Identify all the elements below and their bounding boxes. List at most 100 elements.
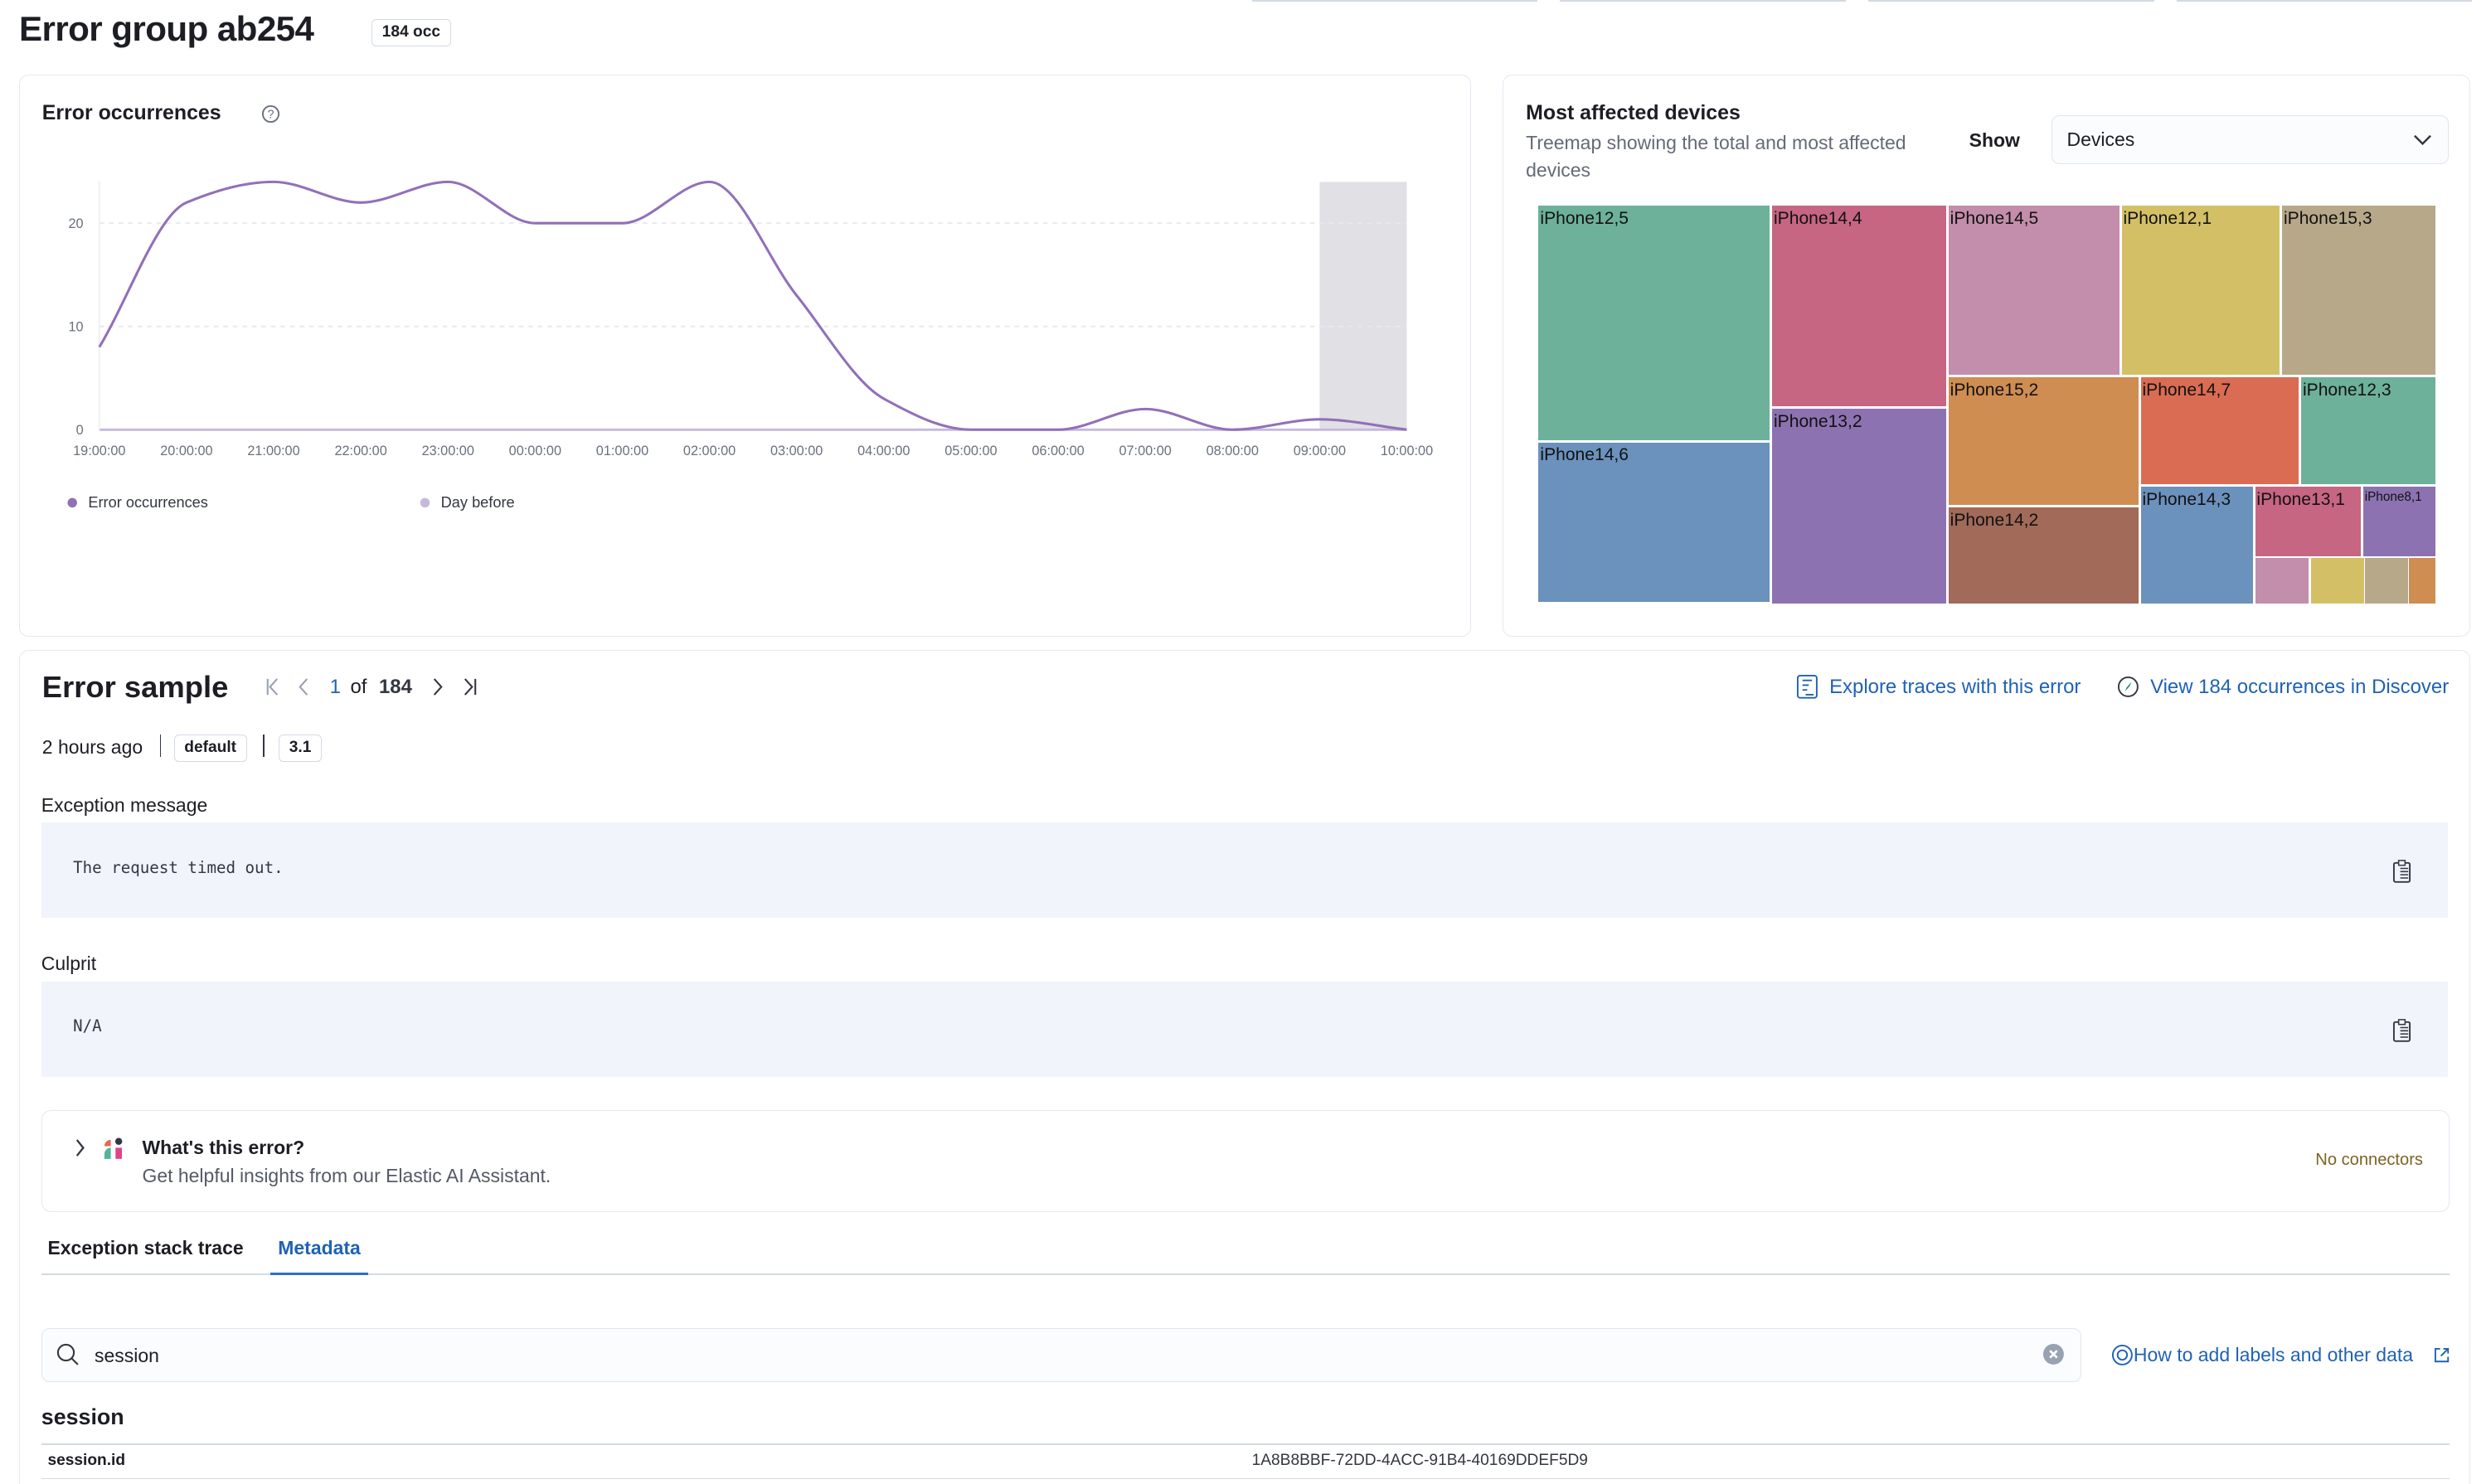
panel-title: Most affected devices (1526, 100, 1741, 124)
treemap-cell[interactable] (2310, 558, 2365, 604)
metadata-section-title: session (41, 1404, 124, 1429)
panel-subtitle: Treemap showing the total and most affec… (1526, 132, 1906, 181)
svg-text:?: ? (268, 108, 274, 121)
tab-metadata[interactable]: Metadata (269, 1237, 369, 1276)
treemap-cell[interactable]: iPhone13,2 (1772, 409, 1947, 604)
explore-traces-link[interactable]: Explore traces with this error (1829, 676, 2081, 699)
x-tick-label: 01:00:00 (596, 444, 648, 458)
x-tick-label: 20:00:00 (160, 444, 212, 458)
highlight-band (1319, 182, 1407, 430)
top-tab-edge (2176, 0, 2472, 2)
ai-assistant-panel: What's this error? Get helpful insights … (41, 1110, 2450, 1212)
last-page-icon[interactable] (460, 677, 479, 696)
x-tick-label: 08:00:00 (1207, 444, 1259, 458)
search-input[interactable]: session (95, 1344, 159, 1366)
divider (159, 735, 162, 757)
treemap-cell[interactable]: iPhone12,3 (2301, 377, 2436, 486)
divider (263, 735, 265, 757)
ai-subtitle: Get helpful insights from our Elastic AI… (142, 1165, 551, 1187)
error-occurrences-chart[interactable]: 0 10 20 19:00:00 20:00:00 21:00:00 22:00:00 23:… (1, 1, 1472, 563)
treemap-cell[interactable]: iPhone15,3 (2282, 206, 2436, 376)
treemap-cell[interactable]: iPhone12,1 (2121, 206, 2281, 376)
y-tick-label: 10 (69, 319, 84, 334)
x-tick-label: 21:00:00 (247, 444, 299, 458)
y-tick-label: 0 (76, 423, 84, 438)
search-icon (56, 1343, 79, 1365)
treemap-cell[interactable]: iPhone15,2 (1948, 377, 2139, 507)
treemap-cell[interactable]: iPhone13,1 (2255, 487, 2362, 557)
chevron-right-icon[interactable] (72, 1138, 88, 1157)
devices-treemap[interactable]: iPhone12,5 iPhone14,6 iPhone14,4 iPhone13,2… (1538, 206, 2436, 604)
treemap-cell[interactable]: iPhone14,3 (2140, 487, 2254, 604)
compass-icon (2117, 677, 2139, 698)
exception-message-box: The request timed out. (41, 822, 2449, 919)
view-in-discover-link[interactable]: View 184 occurrences in Discover (2150, 676, 2450, 699)
legend-swatch (420, 497, 430, 508)
timestamp: 2 hours ago (41, 736, 143, 758)
show-select-value: Devices (2066, 129, 2135, 151)
list-icon (1796, 675, 1818, 699)
previous-page-icon[interactable] (294, 677, 313, 696)
metadata-value[interactable]: 1A8B8BBF-72DD-4ACC-91B4-40169DDEF5D9 (1251, 1452, 1588, 1470)
error-occurrences-panel: Error occurrences ? 0 10 20 19:00:00 20:00:0… (18, 75, 1472, 638)
metadata-search-field[interactable]: session (41, 1327, 2081, 1382)
next-page-icon[interactable] (428, 677, 447, 696)
x-tick-label: 06:00:00 (1032, 444, 1084, 458)
current-page[interactable]: 1 (329, 676, 341, 699)
top-tab-edge (1867, 0, 2154, 2)
chevron-down-icon (2414, 134, 2432, 146)
first-page-icon[interactable] (263, 677, 282, 696)
copy-clipboard-icon[interactable] (2392, 1018, 2411, 1042)
x-tick-label: 03:00:00 (770, 444, 823, 458)
clear-search-icon[interactable] (2042, 1343, 2065, 1365)
most-affected-devices-panel: Most affected devices Treemap showing th… (1503, 75, 2471, 638)
x-tick-label: 00:00:00 (509, 444, 561, 458)
copy-clipboard-icon[interactable] (2392, 859, 2411, 884)
question-circle-icon[interactable]: ? (261, 104, 280, 124)
culprit-box: N/A (41, 981, 2449, 1077)
treemap-cell[interactable] (2409, 558, 2436, 604)
connectors-status: No connectors (2315, 1151, 2423, 1170)
panel-title: Error occurrences (41, 100, 221, 124)
table-row: session.id 1A8B8BBF-72DD-4ACC-91B4-40169… (41, 1445, 2450, 1479)
page-title: Error group ab254 (18, 9, 314, 49)
ai-title[interactable]: What's this error? (142, 1136, 305, 1158)
x-tick-label: 04:00:00 (857, 444, 910, 458)
tab-exception-stack-trace[interactable]: Exception stack trace (47, 1237, 244, 1259)
x-tick-label: 10:00:00 (1381, 444, 1433, 458)
x-tick-label: 23:00:00 (422, 444, 474, 458)
treemap-cell[interactable]: iPhone14,6 (1538, 442, 1771, 604)
elastic-ai-assistant-icon (104, 1137, 122, 1159)
treemap-cell[interactable]: iPhone14,2 (1948, 507, 2139, 604)
treemap-cell[interactable]: iPhone8,1 (2362, 487, 2436, 557)
x-tick-label: 19:00:00 (73, 444, 125, 458)
treemap-cell[interactable] (2255, 558, 2309, 604)
y-tick-label: 20 (69, 216, 84, 231)
error-occurrences-line (98, 180, 1407, 431)
legend-label: Day before (441, 494, 515, 511)
how-to-add-labels-link[interactable]: How to add labels and other data (2133, 1343, 2414, 1365)
external-link-icon (2434, 1347, 2450, 1362)
culprit-value: N/A (73, 1016, 102, 1036)
legend-swatch (67, 497, 77, 508)
top-tab-edge (1251, 0, 1538, 2)
x-tick-label: 02:00:00 (683, 444, 736, 458)
treemap-cell[interactable]: iPhone14,4 (1772, 206, 1947, 408)
x-tick-label: 09:00:00 (1294, 444, 1346, 458)
treemap-cell[interactable]: iPhone12,5 (1538, 206, 1771, 441)
treemap-cell[interactable]: iPhone14,5 (1948, 206, 2120, 376)
x-tick-label: 05:00:00 (944, 444, 997, 458)
treemap-cell[interactable] (2364, 558, 2410, 604)
help-lifebuoy-icon (2112, 1344, 2133, 1365)
x-tick-label: 22:00:00 (334, 444, 386, 458)
treemap-cell[interactable]: iPhone14,7 (2140, 377, 2300, 486)
culprit-label: Culprit (41, 953, 97, 975)
environment-badge: default (173, 735, 247, 762)
show-select[interactable]: Devices (2052, 114, 2450, 165)
exception-message-label: Exception message (41, 793, 208, 816)
exception-message-value: The request timed out. (73, 857, 284, 877)
show-label: Show (1969, 129, 2020, 152)
version-badge: 3.1 (279, 735, 322, 762)
row-divider (41, 1443, 2450, 1446)
